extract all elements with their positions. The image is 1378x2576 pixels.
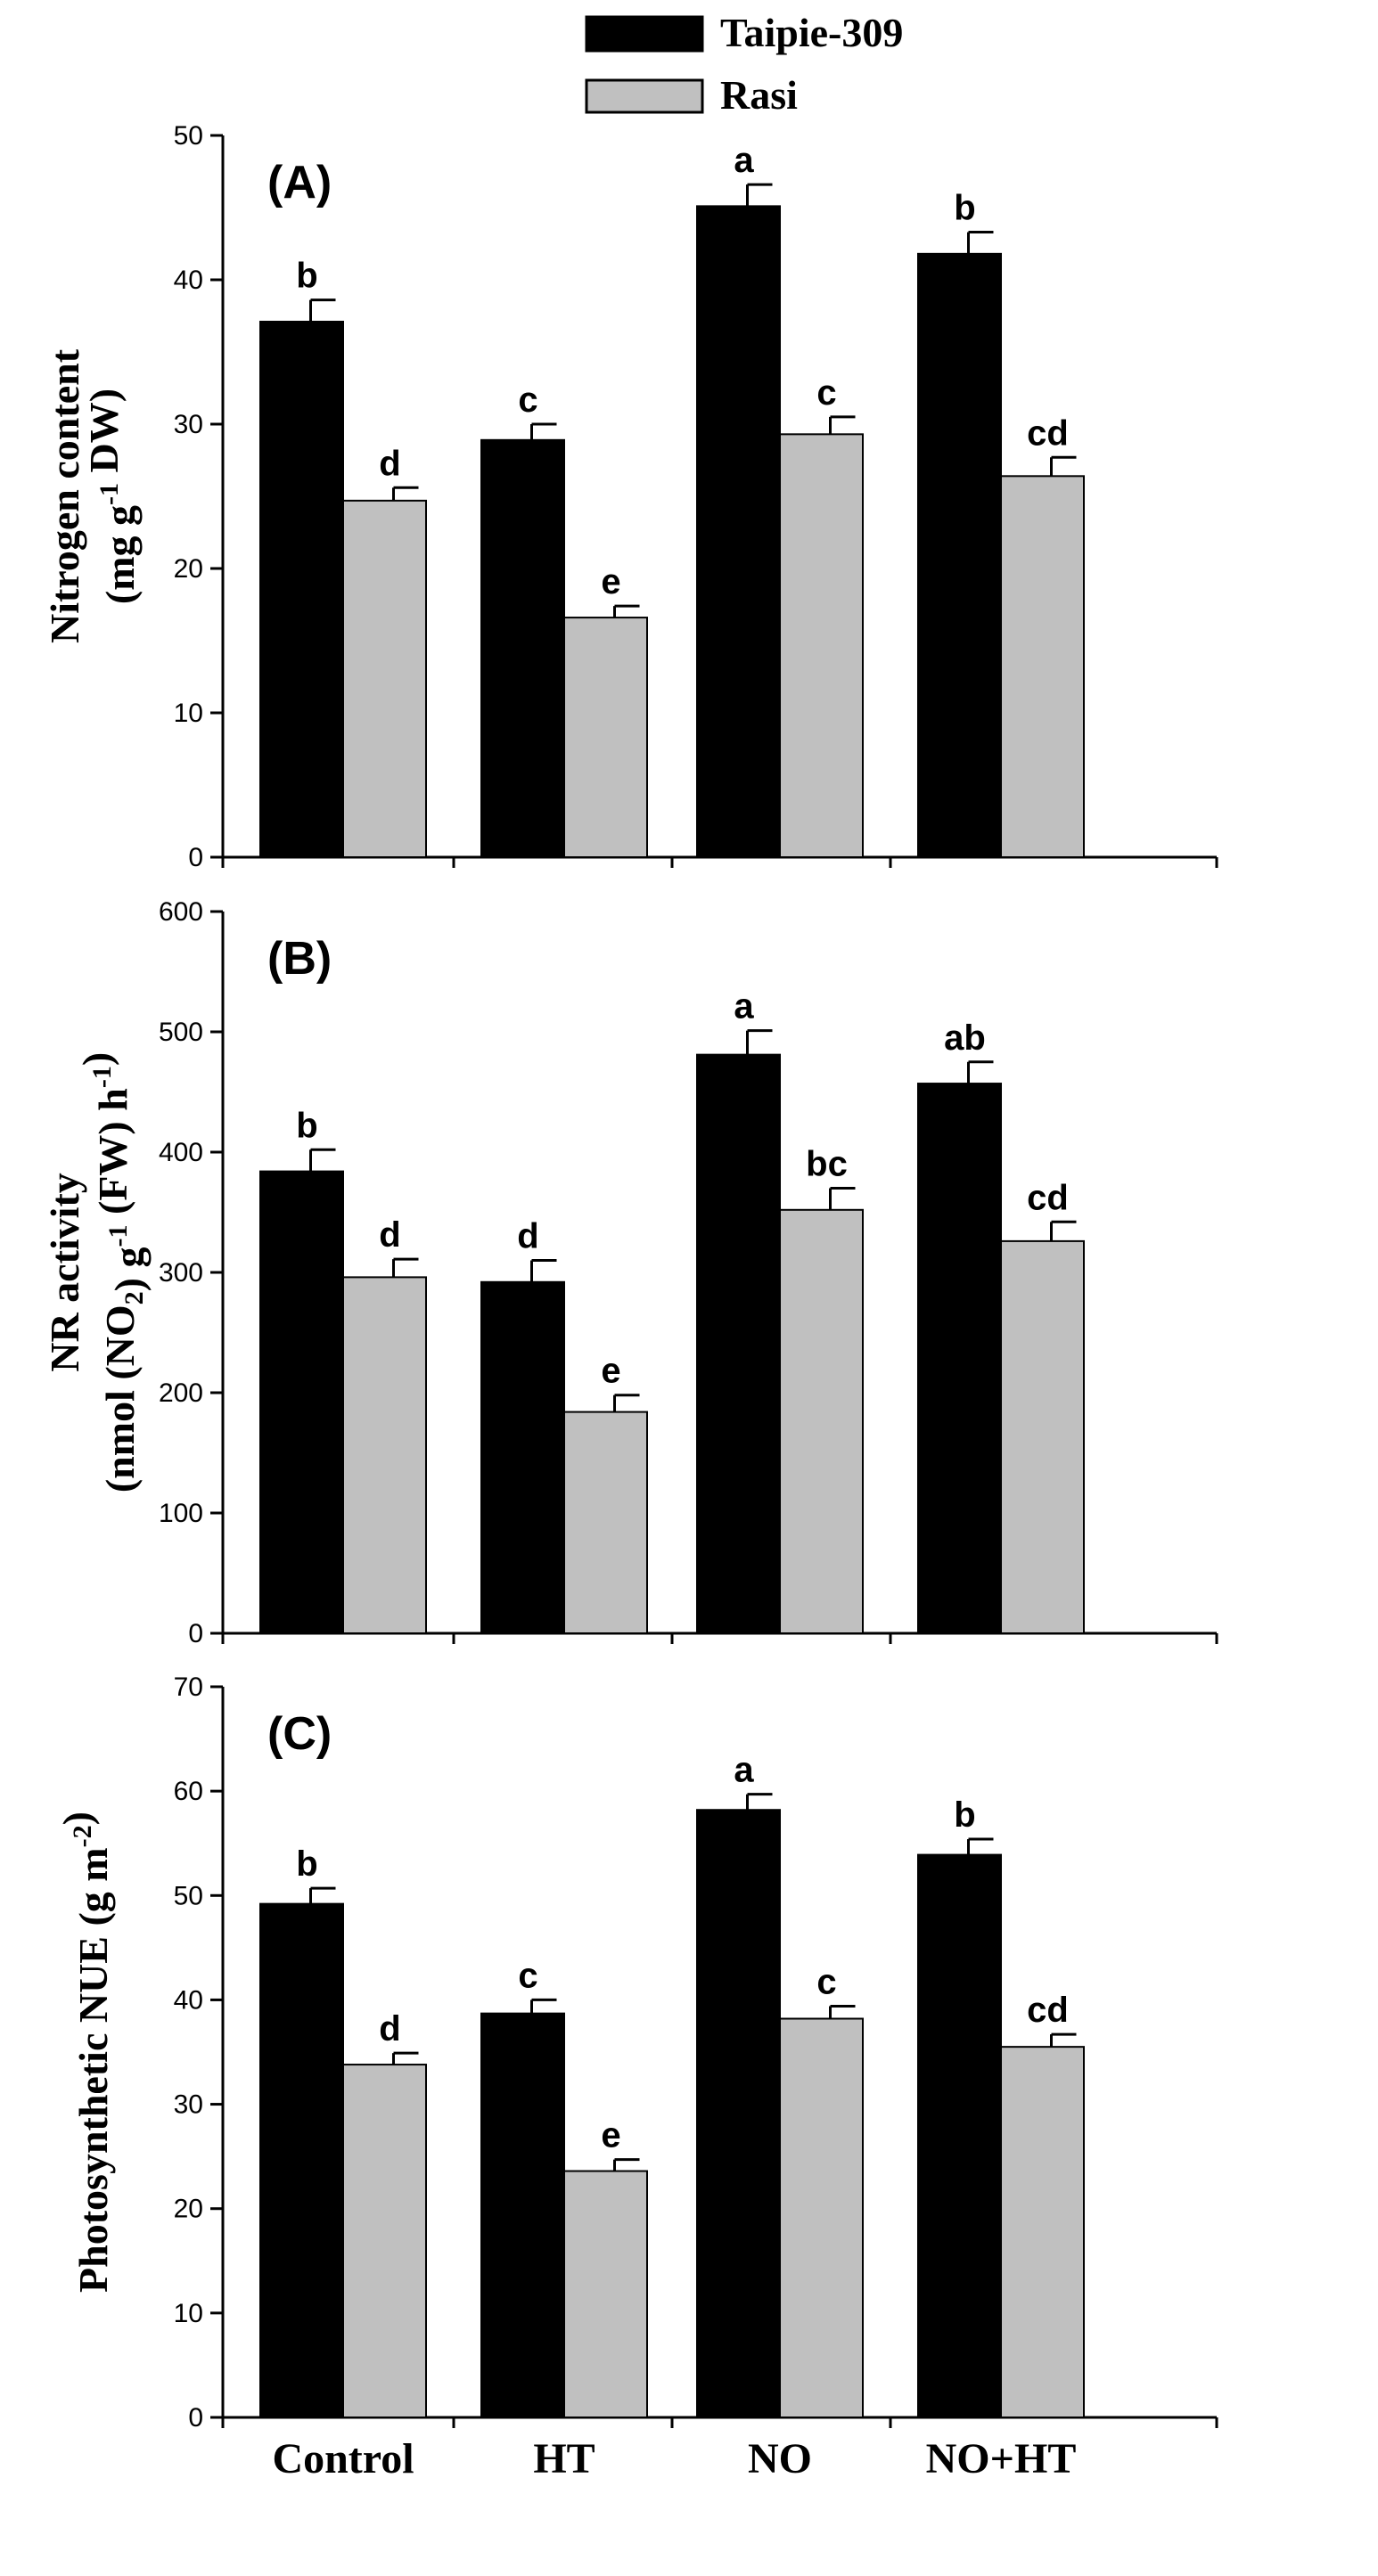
significance-letter-a: e bbox=[601, 562, 620, 601]
legend-label-taipie: Taipie-309 bbox=[720, 10, 903, 55]
significance-letter-b: e bbox=[601, 1352, 620, 1391]
bar-b-taipie bbox=[259, 1170, 344, 1634]
significance-letter-b: ab bbox=[944, 1018, 986, 1058]
y-axis-label-b: NR activity bbox=[42, 1173, 87, 1372]
y-tick-label-b: 400 bbox=[159, 1138, 203, 1167]
significance-letter-c: a bbox=[734, 1751, 754, 1790]
y-tick-label-a: 30 bbox=[174, 410, 203, 439]
bar-c-taipie bbox=[259, 1902, 344, 2419]
significance-letter-b: cd bbox=[1027, 1178, 1069, 1217]
bar-b-taipie bbox=[696, 1053, 781, 1634]
y-tick-label-a: 40 bbox=[174, 266, 203, 295]
significance-letter-a: b bbox=[954, 189, 975, 228]
bar-a-taipie bbox=[480, 438, 565, 858]
legend-swatch-rasi bbox=[585, 78, 704, 114]
significance-letter-a: a bbox=[734, 141, 754, 180]
significance-letter-a: d bbox=[379, 444, 400, 483]
significance-letter-a: c bbox=[518, 380, 537, 420]
y-tick-label-c: 60 bbox=[174, 1777, 203, 1806]
significance-letter-c: b bbox=[954, 1795, 975, 1835]
x-category-label: Control bbox=[272, 2435, 414, 2482]
panel-label-c: (C) bbox=[267, 1708, 332, 1760]
bar-b-rasi bbox=[779, 1208, 864, 1635]
legend-label-rasi: Rasi bbox=[720, 72, 798, 118]
bar-c-taipie bbox=[480, 2012, 565, 2419]
y-tick-label-c: 0 bbox=[188, 2403, 203, 2433]
y-tick-label-c: 20 bbox=[174, 2195, 203, 2224]
y-axis-label-a: (mg g-1 DW) bbox=[81, 388, 143, 604]
significance-letter-b: b bbox=[296, 1106, 317, 1145]
significance-letter-c: e bbox=[601, 2116, 620, 2155]
significance-letter-b: a bbox=[734, 987, 754, 1026]
y-tick-label-c: 50 bbox=[174, 1881, 203, 1910]
legend: Taipie-309 Rasi bbox=[585, 10, 903, 118]
x-axis-categories: Control HT NO NO+HT bbox=[272, 2435, 1076, 2482]
bar-b-taipie bbox=[917, 1083, 1002, 1635]
bar-c-taipie bbox=[917, 1853, 1002, 2419]
bar-a-rasi bbox=[563, 617, 648, 859]
bar-a-rasi bbox=[342, 499, 427, 858]
y-tick-label-b: 500 bbox=[159, 1018, 203, 1047]
significance-letter-c: b bbox=[296, 1844, 317, 1884]
bar-a-taipie bbox=[259, 320, 344, 859]
bar-a-rasi bbox=[779, 433, 864, 858]
y-tick-label-a: 20 bbox=[174, 554, 203, 584]
significance-letter-a: cd bbox=[1027, 413, 1069, 453]
y-tick-label-b: 200 bbox=[159, 1378, 203, 1408]
legend-item-rasi: Rasi bbox=[585, 72, 798, 118]
significance-letter-c: d bbox=[379, 2009, 400, 2049]
significance-letter-a: c bbox=[816, 373, 836, 413]
y-tick-label-b: 300 bbox=[159, 1258, 203, 1288]
bar-c-rasi bbox=[1000, 2046, 1085, 2418]
bar-c-taipie bbox=[696, 1809, 781, 2418]
panel-label-a: (A) bbox=[267, 157, 332, 209]
y-axis-label-b: (nmol (NO2) g-1 (FW) h-1) bbox=[74, 1052, 152, 1492]
legend-swatch-taipie bbox=[585, 15, 704, 53]
bar-a-taipie bbox=[696, 205, 781, 858]
panel-b: 0 100 200 300 400 500 600 (B) b d a ab d e bc cd NR acti… bbox=[42, 897, 1218, 1648]
significance-letter-b: d bbox=[517, 1217, 538, 1256]
significance-letter-c: c bbox=[816, 1962, 836, 2001]
y-tick-label-c: 70 bbox=[174, 1672, 203, 1702]
y-tick-label-b: 0 bbox=[188, 1619, 203, 1648]
significance-letter-a: b bbox=[296, 257, 317, 296]
y-tick-label-c: 10 bbox=[174, 2299, 203, 2328]
bar-b-rasi bbox=[342, 1276, 427, 1635]
significance-letter-b: bc bbox=[806, 1145, 848, 1184]
y-tick-label-a: 50 bbox=[174, 121, 203, 151]
panel-a: 0 10 20 30 40 50 (A) b c a b d e c cd Nitrogen content(… bbox=[42, 121, 1218, 872]
y-tick-label-b: 100 bbox=[159, 1499, 203, 1528]
y-axis-label-c: Photosynthetic NUE (g m-2) bbox=[54, 1811, 116, 2293]
y-tick-label-c: 40 bbox=[174, 1985, 203, 2015]
bar-c-rasi bbox=[779, 2017, 864, 2419]
y-tick-label-a: 10 bbox=[174, 699, 203, 728]
bar-c-rasi bbox=[342, 2064, 427, 2418]
significance-letter-c: c bbox=[518, 1956, 537, 1995]
bar-a-taipie bbox=[917, 252, 1002, 858]
bar-b-rasi bbox=[1000, 1239, 1085, 1635]
y-axis-label-a: Nitrogen content bbox=[42, 348, 87, 643]
x-category-label: HT bbox=[533, 2435, 595, 2482]
bar-c-rasi bbox=[563, 2170, 648, 2419]
bar-b-rasi bbox=[563, 1411, 648, 1634]
legend-item-taipie: Taipie-309 bbox=[585, 10, 903, 55]
x-category-label: NO bbox=[748, 2435, 812, 2482]
bar-b-taipie bbox=[480, 1280, 565, 1635]
significance-letter-c: cd bbox=[1027, 1991, 1069, 2030]
significance-letter-b: d bbox=[379, 1215, 400, 1255]
x-category-label: NO+HT bbox=[926, 2435, 1077, 2482]
panel-c: 0 10 20 30 40 50 60 70 (C) b c a b d e c cd Photosyntheti… bbox=[54, 1672, 1218, 2433]
y-tick-label-b: 600 bbox=[159, 897, 203, 927]
panel-label-b: (B) bbox=[267, 933, 332, 985]
y-tick-label-a: 0 bbox=[188, 843, 203, 872]
bar-a-rasi bbox=[1000, 475, 1085, 858]
y-tick-label-c: 30 bbox=[174, 2090, 203, 2120]
